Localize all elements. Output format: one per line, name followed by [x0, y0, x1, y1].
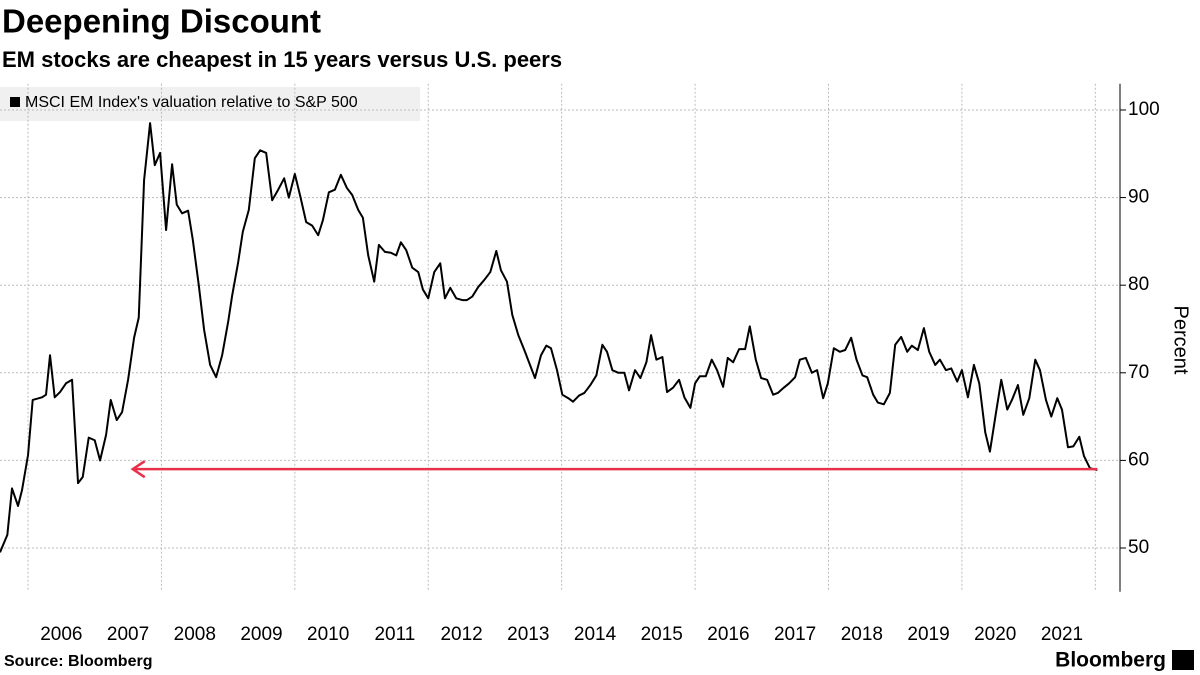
- y-tick-label: 100: [1128, 99, 1160, 120]
- x-tick-label: 2016: [707, 624, 749, 645]
- brand: Bloomberg: [1055, 649, 1166, 672]
- x-tick-label: 2020: [974, 624, 1016, 645]
- x-tick-label: 2006: [40, 624, 82, 645]
- legend-label: MSCI EM Index's valuation relative to S&…: [25, 94, 358, 111]
- x-tick-label: 2013: [507, 624, 549, 645]
- x-tick-label: 2017: [774, 624, 816, 645]
- y-tick-label: 50: [1128, 537, 1149, 558]
- x-tick-label: 2019: [907, 624, 949, 645]
- x-tick-label: 2021: [1041, 624, 1083, 645]
- x-tick-label: 2008: [174, 624, 216, 645]
- x-tick-label: 2012: [440, 624, 482, 645]
- x-tick-label: 2018: [841, 624, 883, 645]
- x-tick-label: 2009: [240, 624, 282, 645]
- x-tick-label: 2014: [574, 624, 617, 645]
- y-axis-label: Percent: [1170, 306, 1192, 375]
- legend-swatch: [10, 97, 20, 107]
- source: Source: Bloomberg: [4, 653, 152, 670]
- y-tick-label: 70: [1128, 362, 1149, 383]
- chart-subtitle: EM stocks are cheapest in 15 years versu…: [2, 47, 562, 72]
- arrow-head: [130, 460, 146, 479]
- x-tick-label: 2011: [374, 624, 415, 645]
- x-tick-label: 2015: [641, 624, 683, 645]
- legend-box: [0, 87, 420, 121]
- y-tick-label: 90: [1128, 187, 1149, 208]
- x-tick-label: 2010: [307, 624, 349, 645]
- x-tick-label: 2007: [107, 624, 149, 645]
- brand-icon: [1172, 650, 1194, 670]
- data-line: [0, 122, 1098, 553]
- y-tick-label: 80: [1128, 274, 1149, 295]
- chart-title: Deepening Discount: [2, 3, 321, 40]
- y-tick-label: 60: [1128, 449, 1149, 470]
